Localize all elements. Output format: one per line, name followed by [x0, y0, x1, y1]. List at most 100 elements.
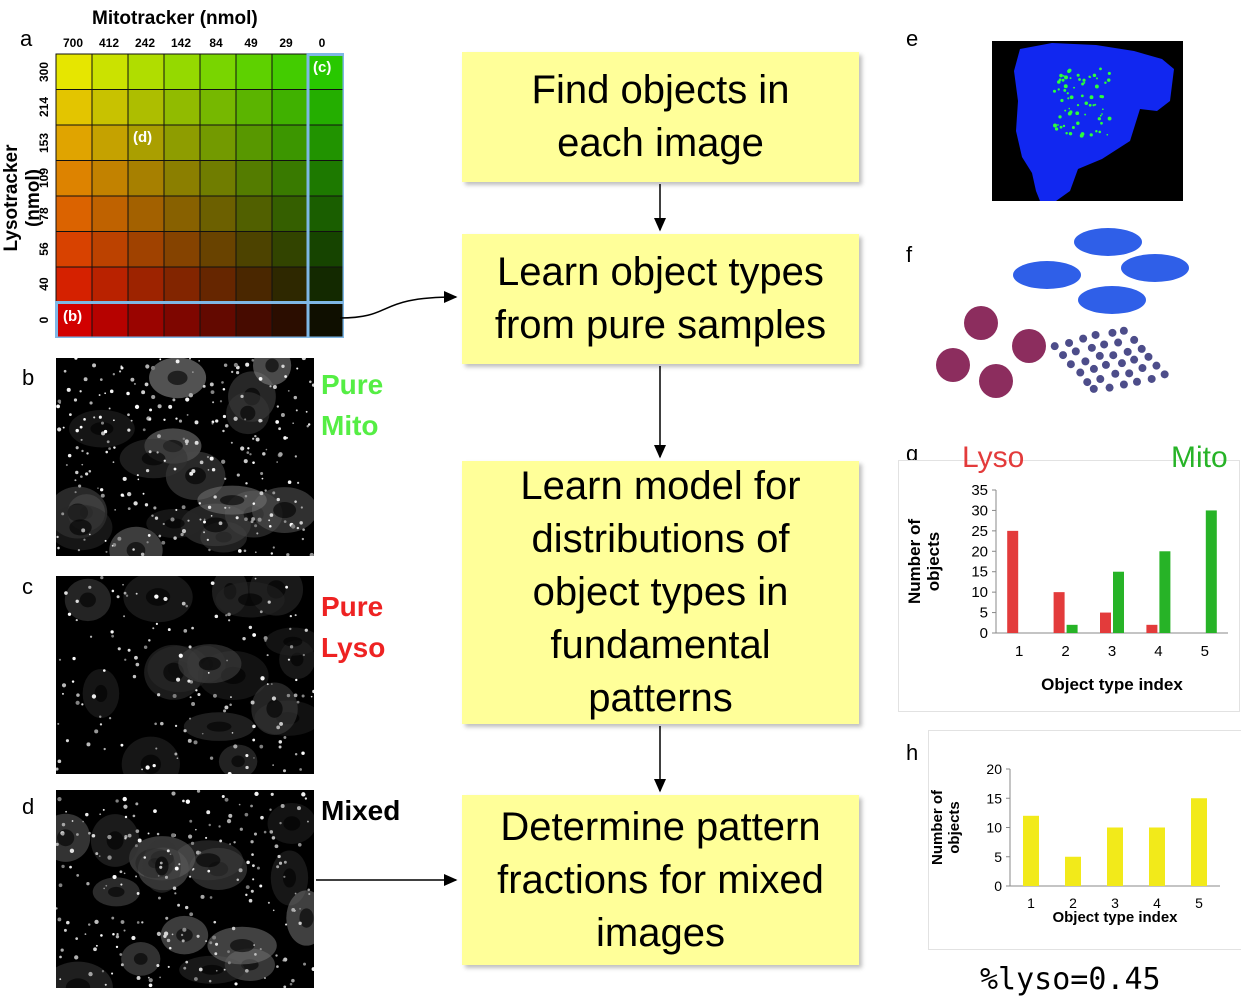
- speckle: [276, 865, 280, 869]
- small-dot: [1089, 384, 1098, 393]
- speckle: [254, 551, 257, 554]
- speckle: [167, 965, 170, 968]
- small-dot: [1101, 360, 1110, 369]
- speckle: [122, 583, 124, 586]
- speckle: [156, 931, 161, 936]
- heatmap-cell: [235, 89, 273, 126]
- speckle: [75, 599, 79, 603]
- speckle: [79, 390, 82, 393]
- speckle: [123, 615, 126, 618]
- speckle: [283, 875, 286, 878]
- speckle: [115, 945, 119, 949]
- speckle: [235, 516, 239, 520]
- green-speck: [1069, 110, 1073, 114]
- green-speck: [1107, 116, 1112, 121]
- speckle: [81, 449, 84, 453]
- speckle: [84, 933, 87, 936]
- object-type-circle: [979, 364, 1013, 398]
- speckle: [79, 425, 83, 429]
- speckle: [75, 470, 79, 475]
- green-speck: [1080, 94, 1084, 98]
- small-dot: [1079, 334, 1088, 343]
- speckle: [105, 450, 108, 454]
- small-dot: [1119, 326, 1128, 335]
- speckle: [310, 695, 313, 698]
- speckle: [304, 797, 308, 800]
- speckle: [224, 705, 229, 710]
- speckle: [127, 428, 131, 432]
- speckle: [185, 799, 191, 804]
- speckle: [62, 426, 65, 429]
- speckle: [180, 933, 184, 937]
- speckle: [171, 791, 176, 796]
- speckle: [254, 791, 259, 797]
- speckle: [174, 752, 178, 756]
- speckle: [144, 503, 149, 507]
- speckle: [251, 517, 256, 521]
- speckle: [100, 493, 105, 498]
- speckle: [72, 656, 76, 661]
- speckle: [100, 576, 104, 580]
- speckle: [233, 744, 238, 749]
- speckle: [108, 717, 112, 720]
- speckle: [154, 594, 159, 599]
- speckle: [181, 939, 185, 943]
- speckle: [127, 833, 132, 838]
- cell-nucleus: [229, 938, 255, 953]
- speckle: [271, 683, 273, 685]
- y-tick-label: 35: [971, 482, 988, 499]
- speckle: [86, 742, 91, 747]
- speckle: [74, 479, 77, 482]
- speckle: [76, 874, 80, 877]
- green-speck: [1069, 77, 1072, 80]
- speckle: [259, 884, 263, 888]
- speckle: [176, 677, 181, 682]
- speckle: [153, 506, 157, 510]
- speckle: [168, 404, 173, 409]
- cell-nucleus: [203, 517, 228, 533]
- object-type-ellipse: [1121, 254, 1189, 282]
- speckle: [92, 363, 97, 368]
- green-speck: [1092, 104, 1095, 107]
- speckle: [183, 966, 187, 970]
- small-dot: [1096, 375, 1105, 384]
- green-speck: [1073, 86, 1076, 89]
- x-tick: 49: [244, 36, 258, 50]
- speckle: [238, 868, 243, 873]
- speckle: [226, 818, 232, 824]
- green-speck: [1094, 103, 1097, 106]
- small-dot: [1130, 355, 1139, 364]
- speckle: [285, 585, 289, 589]
- speckle: [144, 382, 149, 387]
- bar: [1205, 510, 1217, 633]
- speckle: [231, 732, 234, 734]
- speckle: [294, 500, 297, 503]
- speckle: [294, 752, 298, 756]
- small-dot: [1125, 369, 1134, 378]
- speckle: [259, 744, 264, 749]
- heatmap-cell: [199, 53, 237, 90]
- speckle: [208, 823, 211, 827]
- green-speck: [1081, 82, 1085, 86]
- speckle: [287, 480, 292, 484]
- speckle: [156, 963, 160, 968]
- heatmap-cell: [163, 89, 201, 126]
- speckle: [154, 516, 159, 520]
- speckle: [264, 489, 267, 492]
- speckle: [57, 917, 62, 922]
- bar: [1191, 798, 1207, 886]
- speckle: [124, 658, 127, 661]
- speckle: [105, 884, 108, 887]
- speckle: [283, 985, 287, 988]
- cell-nucleus: [94, 684, 108, 703]
- speckle: [205, 836, 208, 839]
- cell-nucleus: [141, 451, 166, 466]
- heatmap-cell: [199, 231, 237, 268]
- speckle: [69, 865, 72, 869]
- speckle: [283, 736, 287, 739]
- speckle: [222, 414, 227, 419]
- speckle: [100, 421, 105, 425]
- x-tick: 84: [209, 36, 223, 50]
- speckle: [202, 384, 206, 388]
